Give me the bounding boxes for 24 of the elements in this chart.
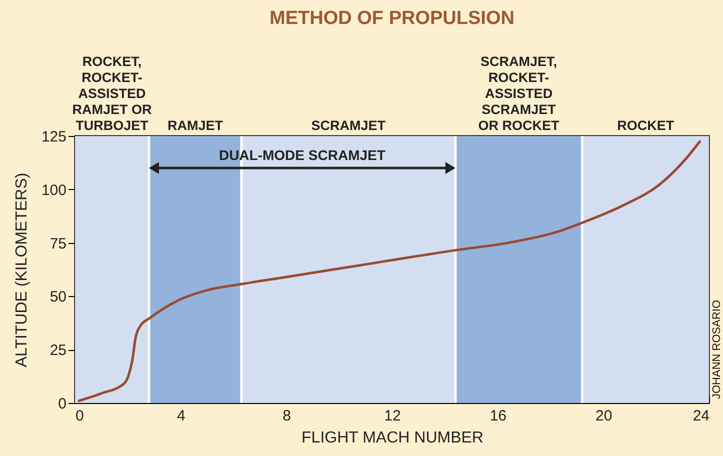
band-label: ROCKET (617, 118, 675, 133)
x-tick-label: 24 (692, 408, 710, 424)
annotation: DUAL-MODE SCRAMJET (218, 147, 386, 163)
band-label: ROCKET, ROCKET- ASSISTED RAMJET OR TURBOJET (72, 54, 152, 133)
y-tick-label: 50 (50, 288, 66, 306)
x-axis-title: FLIGHT MACH NUMBER (302, 430, 484, 446)
band-label: SCRAMJET, ROCKET- ASSISTED SCRAMJET OR ROCKET (478, 54, 560, 133)
x-tick-label: 0 (76, 408, 84, 424)
y-tick-label: 125 (41, 128, 66, 146)
line-series (78, 140, 702, 402)
y-axis-title: ALTITUDE (KILOMETERS) (13, 172, 30, 368)
x-tick-label: 20 (595, 408, 612, 424)
band-label: SCRAMJET (311, 118, 386, 133)
x-tick-label: 12 (384, 408, 401, 424)
x-tick-label: 8 (282, 408, 292, 424)
y-tick-label: 25 (50, 342, 66, 360)
y-tick-label: 100 (41, 182, 66, 199)
text: JOHANN ROSARIO (711, 300, 723, 399)
x-tick-label: 16 (490, 408, 507, 424)
x-tick-label: 4 (176, 408, 186, 424)
band-label: RAMJET (167, 118, 224, 133)
y-tick-label: 0 (58, 396, 66, 412)
y-tick-label: 75 (50, 235, 66, 252)
chart-title: METHOD OF PROPULSION (270, 8, 514, 29)
